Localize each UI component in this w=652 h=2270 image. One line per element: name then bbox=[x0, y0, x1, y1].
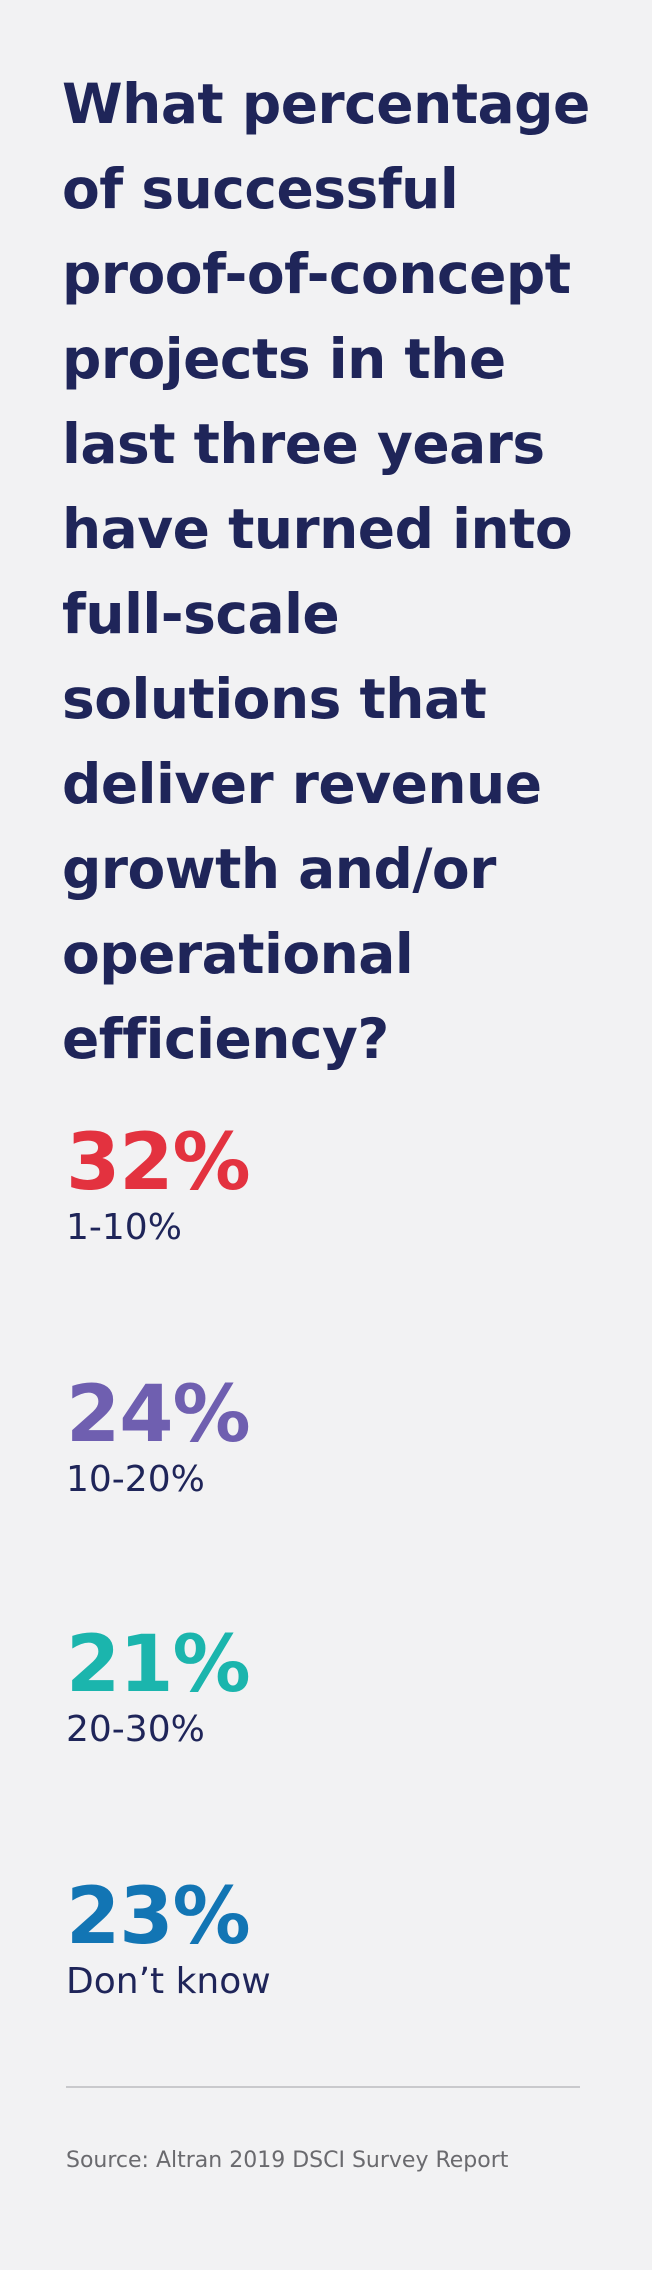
stat-label: 10-20% bbox=[66, 1459, 205, 1500]
stat-value: 23% bbox=[66, 1872, 251, 1962]
source-note: Source: Altran 2019 DSCI Survey Report bbox=[66, 2148, 509, 2173]
question-title: What percentage of successful proof-of-c… bbox=[62, 72, 590, 1071]
stat-label: 1-10% bbox=[66, 1207, 182, 1248]
stat-value: 21% bbox=[66, 1620, 251, 1710]
stat-item: 32% 1-10% bbox=[66, 1118, 251, 1250]
stat-item: 24% 10-20% bbox=[66, 1370, 251, 1502]
stat-value: 24% bbox=[66, 1370, 251, 1460]
stat-item: 23% Don’t know bbox=[66, 1872, 271, 2004]
stat-value: 32% bbox=[66, 1118, 251, 1208]
stat-label: Don’t know bbox=[66, 1961, 271, 2002]
stat-item: 21% 20-30% bbox=[66, 1620, 251, 1752]
divider bbox=[66, 2086, 580, 2088]
stat-label: 20-30% bbox=[66, 1709, 205, 1750]
